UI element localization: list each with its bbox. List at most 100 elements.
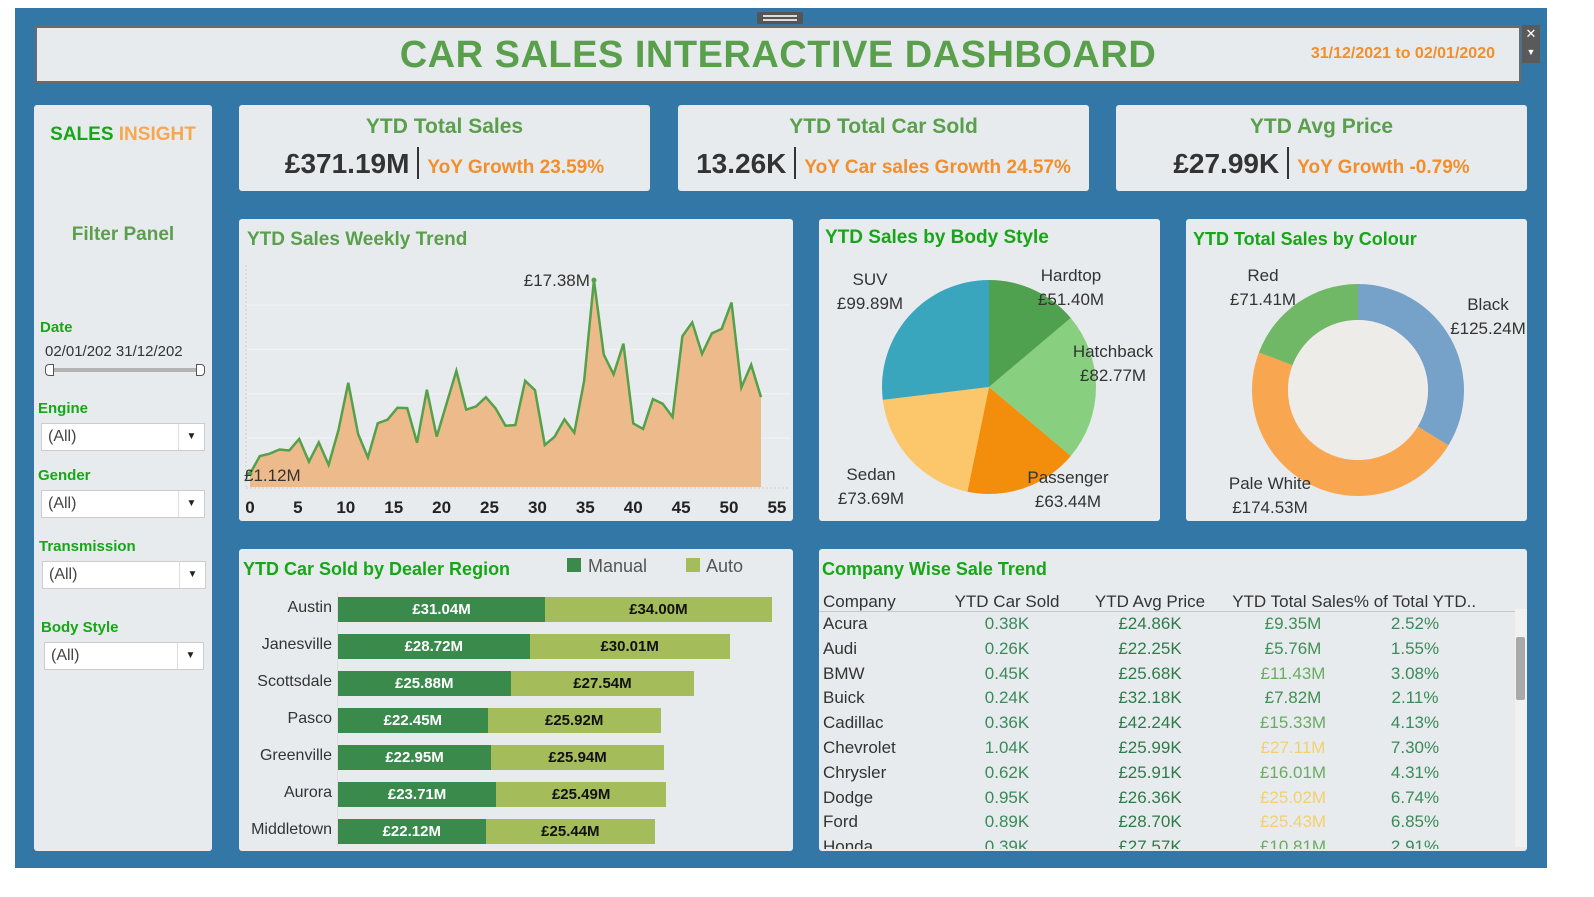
table-row[interactable]: Honda 0.39K £27.57K £10.81M 2.91% <box>819 837 1513 849</box>
cell-avg: £26.36K <box>1118 787 1182 807</box>
column-header[interactable]: YTD Total Sales <box>1232 592 1354 611</box>
body-style-dropdown[interactable]: (All) ▼ <box>44 642 204 670</box>
slice-name: Passenger <box>1027 468 1109 487</box>
slice-label: Black £125.24M <box>1428 293 1548 341</box>
cell-sold: 0.24K <box>984 688 1030 708</box>
chevron-down-icon[interactable]: ▼ <box>178 424 204 450</box>
table-title: Company Wise Sale Trend <box>822 559 1047 579</box>
bar-manual[interactable]: £28.72M <box>338 634 530 659</box>
slice-name: Pale White <box>1228 474 1312 493</box>
max-marker <box>591 277 597 283</box>
column-header[interactable]: % of Total YTD.. <box>1353 592 1477 611</box>
cell-sales: £11.43M <box>1260 663 1326 683</box>
date-slider-start-handle[interactable] <box>45 364 54 376</box>
filter-panel-title: Filter Panel <box>71 224 175 245</box>
slice-label: Red £71.41M <box>1203 264 1323 312</box>
caret-down-icon[interactable]: ▼ <box>1526 47 1536 57</box>
date-range-values: 02/01/202 31/12/202 <box>45 343 211 360</box>
gender-dropdown[interactable]: (All) ▼ <box>41 490 205 518</box>
chevron-down-icon[interactable]: ▼ <box>179 562 205 588</box>
bar-auto[interactable]: £25.44M <box>485 819 656 844</box>
bar-manual[interactable]: £22.45M <box>338 708 488 733</box>
table-row[interactable]: BMW 0.45K £25.68K £11.43M 3.08% <box>819 664 1513 689</box>
slice-label: Passenger £63.44M <box>1008 466 1128 514</box>
body-style-value: (All) <box>51 647 80 664</box>
date-slider-end-handle[interactable] <box>196 364 205 376</box>
slice-hatchback[interactable] <box>989 318 1096 456</box>
x-tick-label: 15 <box>384 498 403 517</box>
category-label: Pasco <box>287 710 332 727</box>
kpi-yoy: YoY Growth -0.79% <box>1297 157 1470 178</box>
transmission-label: Transmission <box>39 538 136 555</box>
column-header[interactable]: YTD Avg Price <box>1094 592 1206 611</box>
brand: SALES INSIGHT <box>34 124 212 146</box>
cell-sales: £10.81M <box>1259 837 1327 849</box>
table-row[interactable]: Ford 0.89K £28.70K £25.43M 6.85% <box>819 812 1513 837</box>
transmission-dropdown[interactable]: (All) ▼ <box>42 561 206 589</box>
bar-auto[interactable]: £25.94M <box>491 745 665 770</box>
table-row[interactable]: Dodge 0.95K £26.36K £25.02M 6.74% <box>819 788 1513 813</box>
scrollbar-thumb[interactable] <box>1516 637 1525 700</box>
slice-value: £71.41M <box>1229 290 1297 309</box>
slice-hardtop[interactable] <box>989 280 1071 387</box>
bar-auto[interactable]: £25.92M <box>487 708 661 733</box>
slice-sedan[interactable] <box>882 387 989 492</box>
bar-manual[interactable]: £25.88M <box>338 671 511 696</box>
cell-sold: 0.38K <box>984 614 1030 633</box>
slice-value: £63.44M <box>1034 492 1102 511</box>
chevron-down-icon[interactable]: ▼ <box>177 643 203 669</box>
bar-manual[interactable]: £23.71M <box>338 782 497 807</box>
cell-sold: 0.95K <box>984 787 1030 807</box>
bar-auto[interactable]: £30.01M <box>529 634 730 659</box>
kpi-title: YTD Avg Price <box>1249 115 1394 138</box>
slice-name: Red <box>1247 266 1279 285</box>
category-label: Austin <box>287 599 332 616</box>
min-marker <box>247 471 253 477</box>
table-row[interactable]: Chevrolet 1.04K £25.99K £27.11M 7.30% <box>819 738 1513 763</box>
bar-auto[interactable]: £25.49M <box>496 782 667 807</box>
table-row[interactable]: Buick 0.24K £32.18K £7.82M 2.11% <box>819 688 1513 713</box>
x-tick-label: 40 <box>624 498 643 517</box>
drag-handle-icon[interactable] <box>757 12 803 24</box>
bar-axis <box>337 592 338 847</box>
legend-manual: Manual <box>588 556 648 576</box>
table-row[interactable]: Chrysler 0.62K £25.91K £16.01M 4.31% <box>819 763 1513 788</box>
trend-area <box>250 280 761 487</box>
cell-company: BMW <box>823 663 865 683</box>
company-table: Company YTD Car Sold YTD Avg Price YTD Tota… <box>819 549 1513 849</box>
min-label: £1.12M <box>244 466 301 485</box>
slice-name: SUV <box>852 270 888 289</box>
column-header[interactable]: YTD Car Sold <box>954 592 1060 611</box>
category-label: Janesville <box>261 636 332 653</box>
slice-name: Hatchback <box>1072 342 1154 361</box>
chevron-down-icon[interactable]: ▼ <box>178 491 204 517</box>
cell-sold: 1.04K <box>984 738 1030 757</box>
window-controls: ✕ ▼ <box>1522 25 1540 63</box>
date-slider-track[interactable] <box>49 368 203 372</box>
slice-suv[interactable] <box>882 280 989 400</box>
bar-auto[interactable]: £34.00M <box>545 597 772 622</box>
engine-label: Engine <box>38 400 89 417</box>
table-row[interactable]: Audi 0.26K £22.25K £5.76M 1.55% <box>819 639 1513 664</box>
engine-dropdown[interactable]: (All) ▼ <box>41 423 205 451</box>
legend-swatch-auto <box>686 558 700 572</box>
x-tick-label: 30 <box>528 498 547 517</box>
bar-manual[interactable]: £31.04M <box>338 597 546 622</box>
bar-auto[interactable]: £27.54M <box>510 671 695 696</box>
slice-passenger[interactable] <box>967 387 1071 494</box>
cell-pct: 2.52% <box>1390 614 1440 633</box>
column-header[interactable]: Company <box>823 592 896 611</box>
bar-manual[interactable]: £22.95M <box>338 745 492 770</box>
x-tick-label: 25 <box>480 498 499 517</box>
close-icon[interactable]: ✕ <box>1525 26 1537 41</box>
x-tick-label: 55 <box>767 498 786 517</box>
bar-manual[interactable]: £22.12M <box>338 819 486 844</box>
legend-auto: Auto <box>706 556 744 576</box>
cell-company: Buick <box>823 688 865 708</box>
slice-value: £73.69M <box>837 489 905 508</box>
slice-pale-white[interactable] <box>1252 352 1449 496</box>
table-row[interactable]: Cadillac 0.36K £42.24K £15.33M 4.13% <box>819 713 1513 738</box>
table-row[interactable]: Acura 0.38K £24.86K £9.35M 2.52% <box>819 614 1513 639</box>
engine-value: (All) <box>48 428 77 445</box>
